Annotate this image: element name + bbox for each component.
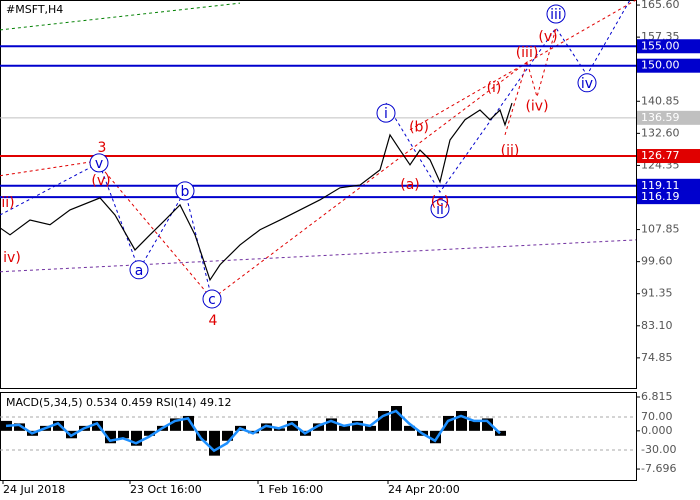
wave-circle [129, 260, 149, 280]
y-tick-label: 0.000 [641, 424, 673, 437]
y-tick-label: 140.85 [641, 94, 680, 107]
macd-bar [339, 425, 350, 431]
x-tick-label: 1 Feb 16:00 [258, 483, 323, 496]
macd-bar [495, 430, 506, 436]
wave-circle [577, 73, 597, 93]
macd-bar [144, 430, 155, 436]
wave-label: (iii) [516, 45, 539, 61]
y-tick-label: 99.60 [641, 255, 673, 268]
wave-label: (c) [431, 194, 450, 210]
y-tick-label: -7.696 [641, 462, 676, 475]
macd-bar [287, 420, 298, 431]
level-label: 126.77 [641, 149, 680, 162]
macd-bar [404, 425, 415, 431]
y-tick-label: 107.85 [641, 223, 680, 236]
macd-bar [53, 420, 64, 431]
wave-label: ii [436, 202, 444, 218]
y-tick-label: 74.85 [641, 351, 673, 364]
y-tick-label: 165.60 [641, 0, 680, 11]
y2-tick-label: -30.00 [641, 443, 676, 456]
indicator-label: MACD(5,34,5) 0.534 0.459 RSI(14) 49.12 [6, 396, 231, 409]
macd-bar [430, 430, 441, 444]
wave-circle [430, 199, 450, 219]
macd-bar [391, 406, 402, 431]
macd-bar [14, 423, 25, 431]
level-label: 116.19 [641, 190, 680, 203]
x-tick-label: 24 Jul 2018 [3, 483, 65, 496]
wave-circle [202, 289, 222, 309]
wave-label: iii [550, 7, 562, 23]
level-label: 119.11 [641, 179, 680, 192]
wave-circle [546, 4, 566, 24]
level-box [637, 190, 700, 205]
macd-bar [105, 430, 116, 444]
wave-label: (ii) [501, 143, 520, 159]
level-box [637, 58, 700, 73]
y-tick-label: 132.60 [641, 126, 680, 139]
wave-label: a [135, 263, 144, 279]
wave-label: v [95, 156, 103, 172]
wave-circle [175, 181, 195, 201]
macd-bar [222, 430, 233, 441]
macd-bar [469, 420, 480, 431]
level-label: 136.59 [641, 111, 680, 124]
x-tick-label: 23 Oct 16:00 [130, 483, 202, 496]
trend-line [409, 0, 637, 131]
level-box [637, 39, 700, 54]
level-box [637, 178, 700, 193]
wave-label: (iv) [525, 99, 548, 115]
trend-line [0, 2, 241, 31]
trend-line [504, 27, 557, 136]
x-tick-label: 24 Apr 20:00 [388, 483, 460, 496]
macd-bar [313, 423, 324, 431]
macd-bar [131, 430, 142, 446]
macd-bar [274, 428, 285, 431]
level-label: 150.00 [641, 59, 680, 72]
trend-line [0, 162, 213, 300]
macd-bar [352, 420, 363, 431]
wave-label: (i) [487, 80, 502, 96]
macd-bar [482, 418, 493, 431]
level-label: 155.00 [641, 39, 680, 52]
wave-label: iv) [3, 250, 21, 266]
macd-bar [365, 425, 376, 431]
chart-title: #MSFT,H4 [6, 3, 63, 16]
signal-line [5, 409, 501, 453]
macd-bar [456, 410, 467, 431]
macd-bar [118, 430, 129, 439]
macd-bar [183, 415, 194, 431]
wave-circle [89, 153, 109, 173]
wave-label: (v) [538, 29, 557, 45]
level-box [637, 149, 700, 164]
macd-bar [378, 410, 389, 431]
wave-label: 4 [209, 313, 218, 329]
macd-bar [196, 430, 207, 441]
wave-label: (a) [400, 177, 420, 193]
wave-label: i [384, 106, 388, 122]
level-box [637, 110, 700, 125]
main-panel [0, 0, 637, 389]
y-tick-label: 83.10 [641, 319, 673, 332]
wave-label: (b) [409, 120, 429, 136]
trend-line [385, 0, 631, 193]
wave-label: ii) [1, 195, 14, 211]
wave-label: iv [581, 76, 593, 92]
trend-line [104, 59, 531, 300]
wave-label: (v) [91, 173, 110, 189]
macd-bar [326, 418, 337, 431]
y2-tick-label: 70.00 [641, 410, 673, 423]
macd-bar [443, 415, 454, 431]
trend-line [0, 239, 637, 273]
macd-bar [170, 418, 181, 431]
wave-label: b [181, 184, 190, 200]
wave-label: 3 [98, 140, 107, 156]
price-line [0, 102, 513, 282]
wave-circle [376, 103, 396, 123]
macd-bar [209, 430, 220, 456]
y-tick-label: 91.35 [641, 287, 673, 300]
wave-label: c [208, 292, 216, 308]
y-tick-label: 6.815 [641, 390, 673, 403]
